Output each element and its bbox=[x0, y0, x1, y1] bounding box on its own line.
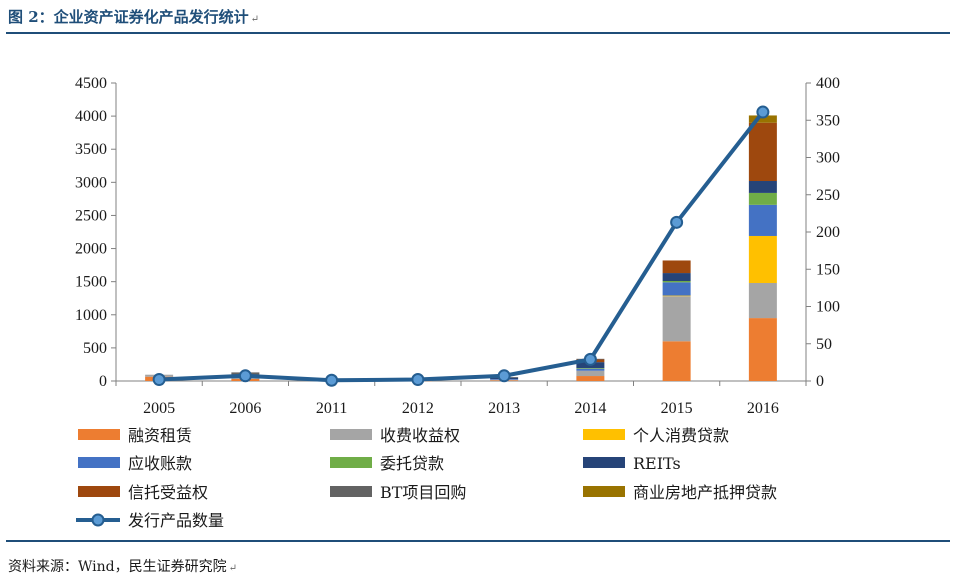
bar-segment bbox=[662, 295, 691, 297]
x-tick-label: 2016 bbox=[747, 400, 779, 417]
x-tick-label: 2015 bbox=[661, 400, 693, 417]
bar-segment bbox=[576, 370, 605, 377]
bar-segment bbox=[748, 282, 777, 319]
y-left-tick-label: 0 bbox=[99, 373, 107, 390]
legend-swatch bbox=[583, 457, 625, 468]
line-marker bbox=[497, 369, 511, 383]
bar-segment bbox=[576, 368, 605, 369]
bottom-divider bbox=[6, 540, 950, 542]
legend-line-marker bbox=[91, 513, 105, 527]
x-tick-label: 2006 bbox=[229, 400, 261, 417]
chart-bars bbox=[145, 115, 777, 382]
bar-segment bbox=[662, 296, 691, 342]
y-right-tick-label: 200 bbox=[816, 224, 840, 241]
legend-swatch bbox=[583, 429, 625, 440]
legend-swatch bbox=[330, 486, 372, 497]
bar-segment bbox=[662, 281, 691, 283]
legend-swatch bbox=[330, 429, 372, 440]
legend-label: 委托贷款 bbox=[380, 454, 444, 473]
top-divider bbox=[6, 32, 950, 34]
x-tick-label: 2011 bbox=[316, 400, 347, 417]
bar-segment bbox=[748, 235, 777, 283]
bar-segment bbox=[662, 341, 691, 381]
bar-segment bbox=[662, 273, 691, 282]
paragraph-mark-icon: ↵ bbox=[228, 563, 237, 574]
legend-label: 个人消费贷款 bbox=[633, 426, 729, 445]
chart: 0 500 1000 1500 2000 2500 3000 3500 4000 4500 0 50 1… bbox=[75, 75, 840, 530]
legend-label: 应收账款 bbox=[128, 454, 192, 473]
bar-segment bbox=[576, 368, 605, 371]
chart-line bbox=[152, 105, 770, 387]
bar-segment bbox=[662, 282, 691, 296]
legend-swatch bbox=[330, 457, 372, 468]
line-marker bbox=[238, 369, 252, 383]
y-right-tick-label: 0 bbox=[816, 373, 824, 390]
bar-segment bbox=[748, 204, 777, 236]
y-left-tick-label: 4000 bbox=[75, 108, 107, 125]
bar-segment bbox=[748, 115, 777, 123]
x-tick-label: 2012 bbox=[402, 400, 434, 417]
series-line bbox=[159, 110, 765, 383]
y-left-tick-label: 2500 bbox=[75, 207, 107, 224]
line-marker bbox=[756, 105, 770, 119]
legend-label: 发行产品数量 bbox=[128, 511, 224, 530]
legend-label: 商业房地产抵押贷款 bbox=[633, 483, 777, 502]
paragraph-mark-icon: ↵ bbox=[250, 14, 260, 25]
legend-swatch bbox=[78, 429, 120, 440]
bar-segment bbox=[576, 376, 605, 381]
y-right-tick-label: 100 bbox=[816, 299, 840, 316]
y-right-tick-label: 400 bbox=[816, 75, 840, 92]
legend-label: 收费收益权 bbox=[380, 426, 460, 445]
bar-segment bbox=[748, 192, 777, 205]
bar-segment bbox=[748, 122, 777, 182]
source-text: 资料来源：Wind，民生证券研究院 bbox=[8, 559, 227, 575]
line-marker bbox=[325, 373, 339, 387]
figure-title-text: 图 2：企业资产证券化产品发行统计 bbox=[8, 8, 249, 26]
legend-label: 融资租赁 bbox=[128, 426, 192, 445]
line-marker bbox=[583, 352, 597, 366]
bar-segment bbox=[748, 318, 777, 381]
line-marker bbox=[411, 373, 425, 387]
legend-label: REITs bbox=[633, 454, 681, 473]
chart-axes: 0 500 1000 1500 2000 2500 3000 3500 4000 4500 0 50 1… bbox=[75, 75, 840, 417]
bar-segment bbox=[748, 181, 777, 193]
x-tick-label: 2013 bbox=[488, 400, 520, 417]
y-right-tick-label: 350 bbox=[816, 112, 840, 129]
legend-swatch bbox=[78, 457, 120, 468]
x-tick-label: 2014 bbox=[574, 400, 606, 417]
line-marker bbox=[152, 373, 166, 387]
figure-title: 图 2：企业资产证券化产品发行统计 ↵ bbox=[8, 6, 259, 27]
source-note: 资料来源：Wind，民生证券研究院 ↵ bbox=[8, 556, 237, 576]
y-right-tick-label: 50 bbox=[816, 336, 832, 353]
y-left-tick-label: 2000 bbox=[75, 241, 107, 258]
bar-segment bbox=[662, 260, 691, 274]
y-right-tick-label: 250 bbox=[816, 187, 840, 204]
legend-label: BT项目回购 bbox=[380, 483, 466, 502]
y-left-tick-label: 3000 bbox=[75, 174, 107, 191]
legend-swatch bbox=[78, 486, 120, 497]
y-left-tick-label: 4500 bbox=[75, 75, 107, 92]
legend-swatch bbox=[583, 486, 625, 497]
y-right-tick-label: 150 bbox=[816, 261, 840, 278]
line-marker bbox=[670, 215, 684, 229]
y-right-tick-label: 300 bbox=[816, 150, 840, 167]
x-tick-label: 2005 bbox=[143, 400, 175, 417]
y-left-tick-label: 3500 bbox=[75, 141, 107, 158]
y-left-tick-label: 1000 bbox=[75, 307, 107, 324]
y-left-tick-label: 500 bbox=[83, 340, 107, 357]
y-left-tick-label: 1500 bbox=[75, 274, 107, 291]
legend-label: 信托受益权 bbox=[128, 483, 208, 502]
